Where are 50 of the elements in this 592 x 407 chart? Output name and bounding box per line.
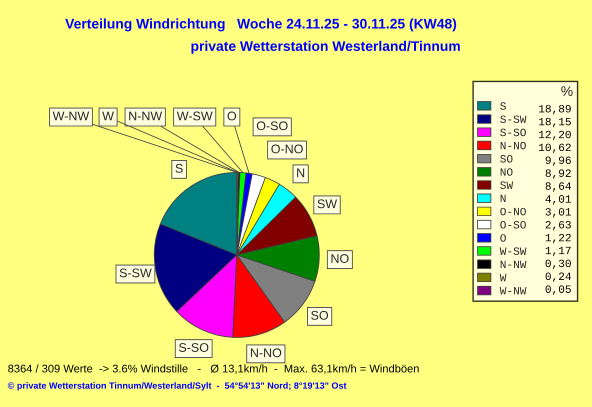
slice-label: O-NO: [271, 144, 303, 154]
slice-label: N-NO: [250, 348, 282, 358]
data-label: 3,01: [546, 208, 572, 218]
slice-label: W-SW: [176, 112, 213, 120]
text: 8364 / 309 Werte -> 3.6% Windstille - Ø 13,1km/h - Max. 63,1km/h = Windböen: [8, 364, 419, 374]
slice-label: SO: [311, 310, 328, 320]
data-label: 8,92: [546, 169, 571, 179]
chart-title: Verteilung Windrichtung Woche 24.11.25 - 30.11.25 (KW48): [65, 18, 456, 32]
data-label: 1,22: [546, 234, 571, 244]
legend-label: W: [500, 274, 506, 282]
slice-label: O: [228, 112, 236, 120]
data-label: 4,01: [545, 195, 572, 205]
legend-title: %: [561, 86, 573, 96]
legend-label: N: [500, 194, 506, 202]
slice-label: W: [102, 112, 114, 120]
legend-label: W-NW: [500, 287, 526, 294]
data-label: 10,62: [539, 144, 571, 154]
legend-label: S-SO: [500, 128, 526, 136]
data-label: 2,63: [546, 220, 571, 230]
data-label: 18,15: [539, 118, 571, 128]
legend-label: SW: [500, 181, 514, 189]
data-label: 9,96: [546, 156, 571, 166]
slice-label: N-NW: [129, 112, 162, 120]
data-label: 12,20: [539, 130, 571, 140]
data-label: 1,17: [546, 246, 571, 256]
text: © private Wetterstation Tinnum/Westerland/Sylt - 54°54'13" Nord; 8°19'13" Ost: [8, 382, 346, 391]
slice-label: S-SW: [120, 268, 152, 278]
legend-label: S: [500, 102, 506, 110]
legend-label: NO: [500, 168, 513, 176]
legend-label: SO: [500, 155, 513, 163]
data-label: 18,89: [539, 104, 571, 114]
data-label: 0,24: [546, 272, 571, 282]
legend-label: O: [500, 234, 506, 242]
data-label: 0,30: [546, 260, 571, 270]
slice-label: SW: [318, 199, 338, 208]
slice-label: N: [297, 168, 304, 178]
data-label: 0,05: [546, 285, 571, 295]
legend-label: N-NW: [500, 260, 526, 268]
slice-label: NO: [331, 254, 349, 263]
legend-label: W-SW: [500, 247, 526, 255]
chart-subtitle: private Wetterstation Westerland/Tinnum: [191, 40, 460, 54]
legend-label: S-SW: [500, 115, 526, 123]
legend-label: O-NO: [500, 208, 526, 216]
legend-label: N-NO: [500, 142, 526, 150]
legend-label: O-SO: [500, 221, 526, 229]
slice-label: S: [176, 164, 183, 173]
data-label: 8,64: [546, 182, 571, 192]
slice-label: W-NW: [52, 112, 90, 120]
slice-label: S-SO: [178, 343, 208, 352]
category-label: O-SO: [256, 121, 288, 130]
